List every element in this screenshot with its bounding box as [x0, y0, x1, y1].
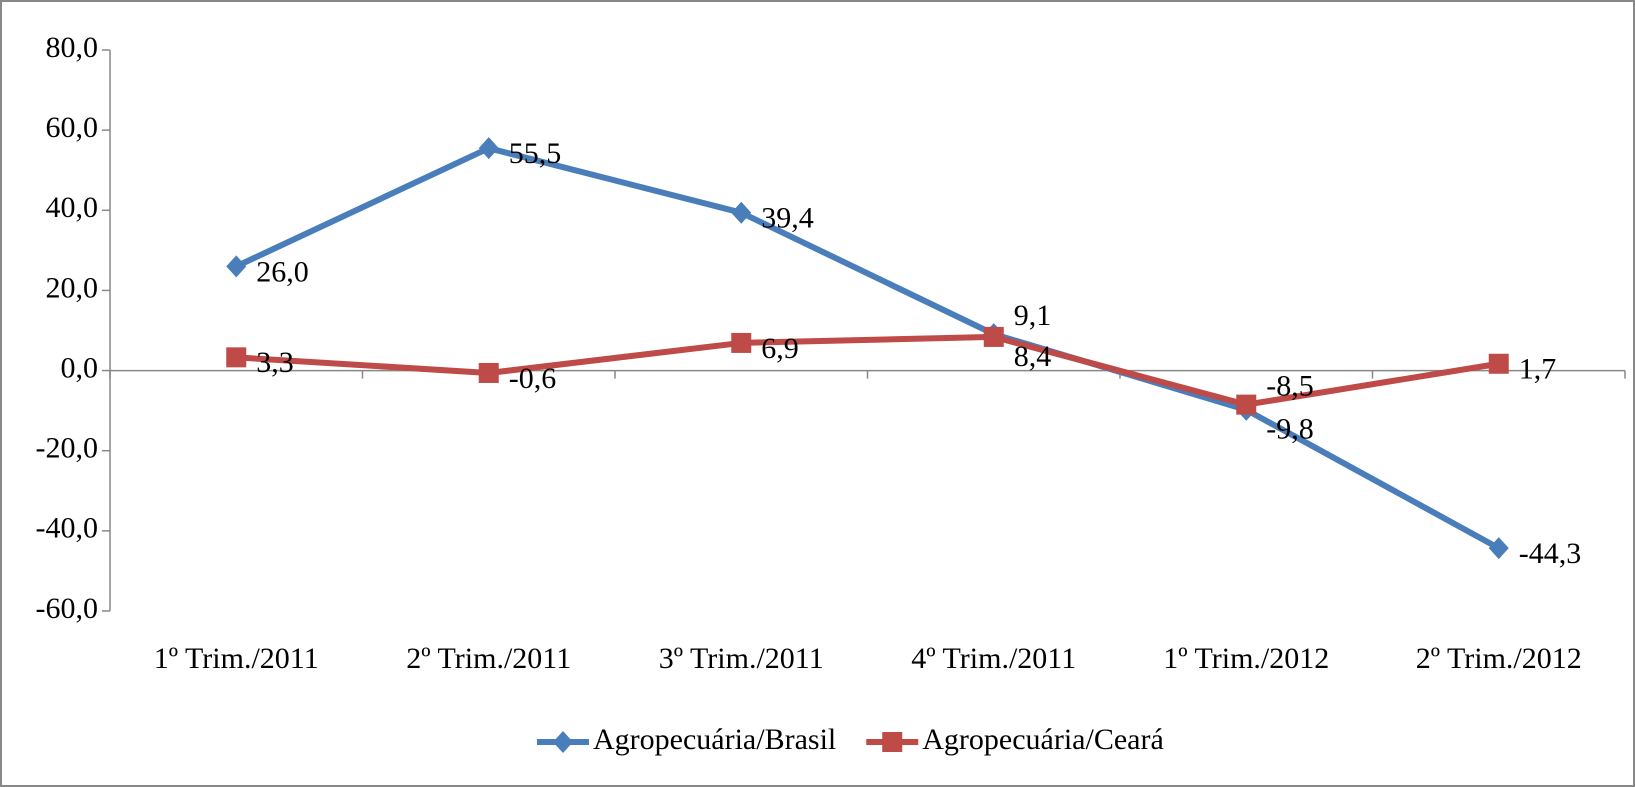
x-tick-label: 4º Trim./2011	[911, 642, 1076, 675]
data-point	[983, 326, 1004, 347]
data-point	[478, 137, 499, 160]
data-label: 1,7	[1519, 353, 1557, 386]
data-label: 26,0	[256, 255, 309, 288]
legend-marker	[882, 732, 903, 752]
y-tick-label: 0,0	[61, 351, 99, 384]
y-tick-label: 60,0	[46, 111, 99, 144]
x-tick-label: 2º Trim./2011	[406, 642, 571, 675]
data-label: -8,5	[1266, 370, 1314, 403]
data-point	[1488, 537, 1509, 560]
data-label: 6,9	[761, 332, 799, 365]
data-point	[1236, 394, 1257, 415]
y-tick-label: -60,0	[36, 592, 99, 625]
data-label: -44,3	[1519, 537, 1582, 570]
legend-label: Agropecuária/Ceará	[922, 723, 1164, 756]
x-tick-label: 1º Trim./2011	[154, 642, 319, 675]
data-point	[226, 347, 247, 368]
y-tick-label: 40,0	[46, 191, 99, 224]
data-point	[478, 362, 499, 383]
series-line	[236, 333, 1500, 408]
legend-marker	[553, 731, 573, 753]
y-tick-label: 80,0	[46, 31, 99, 64]
data-point	[731, 201, 752, 224]
legend-label: Agropecuária/Brasil	[593, 723, 836, 756]
data-label: 9,1	[1014, 299, 1052, 332]
data-label: 3,3	[256, 346, 294, 379]
x-tick-label: 1º Trim./2012	[1163, 642, 1329, 675]
data-point	[731, 332, 752, 353]
y-tick-label: 20,0	[46, 271, 99, 304]
data-label: 8,4	[1014, 340, 1052, 373]
data-label: 55,5	[509, 137, 562, 170]
data-label: 39,4	[761, 202, 814, 235]
x-tick-label: 3º Trim./2011	[659, 642, 824, 675]
y-tick-label: -40,0	[36, 512, 99, 545]
data-label: -0,6	[509, 362, 557, 395]
y-tick-label: -20,0	[36, 432, 99, 465]
data-point	[226, 255, 247, 278]
x-tick-label: 2º Trim./2012	[1416, 642, 1582, 675]
data-label: -9,8	[1266, 413, 1314, 446]
series-line	[234, 145, 1501, 551]
data-point	[1488, 353, 1509, 374]
